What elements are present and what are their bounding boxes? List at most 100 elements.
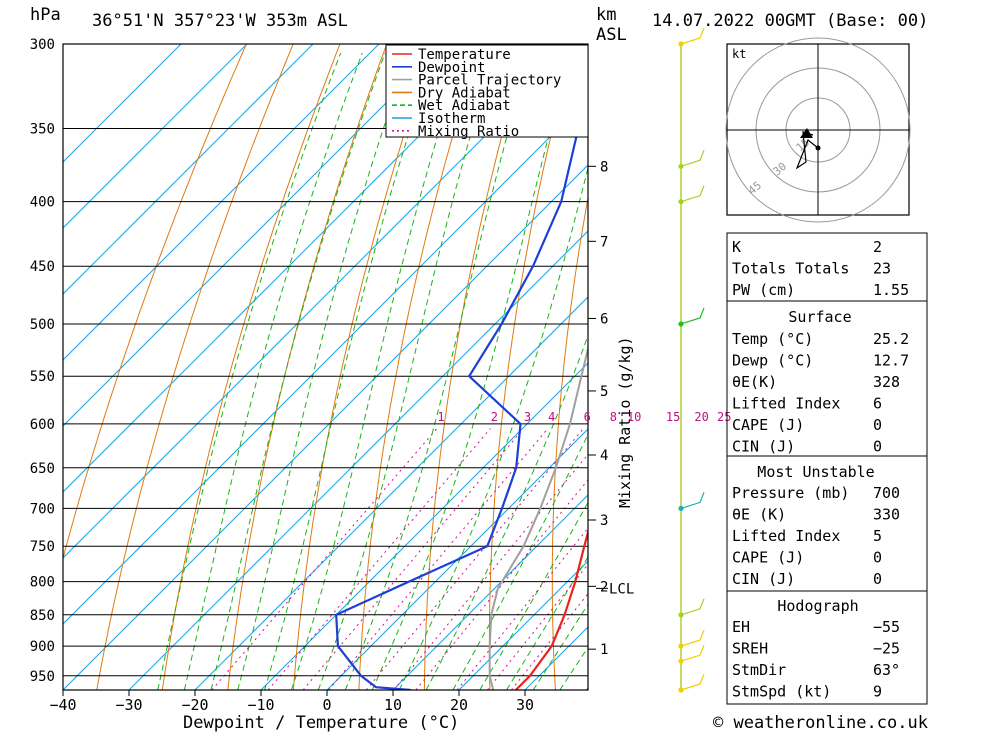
- x-tick-label: 30: [516, 696, 534, 714]
- wind-barb: [681, 645, 704, 661]
- pressure-tick-label: 900: [30, 639, 55, 655]
- mixing-ratio-label: 25: [717, 410, 731, 424]
- mixing-ratio-label: 4: [548, 410, 555, 424]
- index-value: −25: [873, 640, 900, 658]
- km-tick-label: 1: [600, 642, 608, 658]
- wind-barb: [681, 150, 704, 166]
- wind-barb: [681, 308, 704, 324]
- index-label: θE (K): [732, 506, 786, 524]
- hodograph-origin-point: [816, 146, 821, 151]
- isotherm-line: [0, 44, 181, 690]
- wet-adiabat: [291, 53, 463, 690]
- index-label: CAPE (J): [732, 416, 804, 434]
- wet-adiabat: [426, 53, 671, 690]
- isotherm-line: [0, 44, 247, 690]
- index-label: Lifted Index: [732, 395, 840, 413]
- wet-adiabat: [211, 53, 385, 690]
- mixing-ratio-label: 2: [491, 410, 498, 424]
- index-value: 0: [873, 438, 882, 456]
- km-tick-label: 2: [600, 579, 608, 595]
- wet-adiabat: [453, 53, 733, 690]
- index-value: 25.2: [873, 330, 909, 348]
- index-label: StmDir: [732, 661, 786, 679]
- mixing-ratio-label: 6: [584, 410, 591, 424]
- index-label: Lifted Index: [732, 527, 840, 545]
- pressure-tick-label: 550: [30, 369, 55, 385]
- pressure-tick-label: 300: [30, 37, 55, 53]
- index-label: Temp (°C): [732, 330, 813, 348]
- dry-adiabat: [97, 44, 293, 690]
- km-tick-label: 7: [600, 234, 608, 250]
- index-value: 5: [873, 527, 882, 545]
- index-label: CIN (J): [732, 570, 795, 588]
- isotherm-line: [0, 44, 313, 690]
- index-label: Dewp (°C): [732, 352, 813, 370]
- x-tick-label: −30: [115, 696, 142, 714]
- index-value: 1.55: [873, 281, 909, 299]
- isotherm-line: [0, 44, 511, 690]
- km-tick-label: 3: [600, 513, 608, 529]
- x-tick-label: −10: [247, 696, 274, 714]
- asl-unit-label: ASL: [596, 25, 627, 45]
- mixing-ratio-label: 20: [694, 410, 708, 424]
- x-tick-label: 10: [384, 696, 402, 714]
- index-label: θE(K): [732, 373, 777, 391]
- index-label: Pressure (mb): [732, 484, 849, 502]
- pressure-tick-label: 400: [30, 195, 55, 211]
- most-unstable-title: Most Unstable: [757, 463, 874, 481]
- km-tick-label: 4: [600, 448, 608, 464]
- mixing-ratio-axis-label: Mixing Ratio (g/kg): [616, 336, 634, 508]
- index-label: K: [732, 238, 741, 256]
- dry-adiabat: [162, 44, 340, 690]
- index-label: CIN (J): [732, 438, 795, 456]
- index-value: 63°: [873, 661, 900, 679]
- mixing-ratio-label: 1: [437, 410, 444, 424]
- sounding-series: [336, 44, 752, 690]
- datetime-title: 14.07.2022 00GMT (Base: 00): [652, 11, 928, 31]
- legend-label: Mixing Ratio: [418, 124, 519, 140]
- hodograph-unit: kt: [732, 47, 746, 61]
- surface-title: Surface: [788, 308, 851, 326]
- index-value: 0: [873, 570, 882, 588]
- isotherm-line: [0, 44, 445, 690]
- index-label: Totals Totals: [732, 260, 849, 278]
- pressure-tick-label: 850: [30, 608, 55, 624]
- pressure-unit-label: hPa: [30, 5, 61, 25]
- dry-adiabat: [943, 44, 1000, 690]
- dry-adiabat: [993, 44, 1000, 690]
- index-value: 12.7: [873, 352, 909, 370]
- wet-adiabat: [238, 53, 410, 690]
- pressure-tick-label: 650: [30, 461, 55, 477]
- index-value: 23: [873, 260, 891, 278]
- index-value: 6: [873, 395, 882, 413]
- index-label: SREH: [732, 640, 768, 658]
- pressure-tick-label: 700: [30, 501, 55, 517]
- x-axis-label: Dewpoint / Temperature (°C): [183, 713, 459, 733]
- x-tick-label: 0: [322, 696, 331, 714]
- dry-adiabat: [672, 44, 714, 690]
- location-title: 36°51'N 357°23'W 353m ASL: [92, 11, 348, 31]
- pressure-tick-label: 450: [30, 259, 55, 275]
- pressure-tick-label: 600: [30, 417, 55, 433]
- pressure-tick-label: 500: [30, 317, 55, 333]
- mixing-ratio-label: 15: [666, 410, 680, 424]
- km-tick-label: 6: [600, 311, 608, 327]
- pressure-tick-label: 750: [30, 539, 55, 555]
- wet-adiabat: [399, 53, 617, 690]
- index-value: 700: [873, 484, 900, 502]
- wet-adiabat: [184, 53, 362, 690]
- pressure-tick-label: 350: [30, 121, 55, 137]
- x-tick-label: 20: [450, 696, 468, 714]
- wind-profile: [678, 28, 704, 693]
- km-tick-label: 5: [600, 384, 608, 400]
- pressure-tick-label: 800: [30, 575, 55, 591]
- pressure-axis: 3003504004505005506006507007508008509009…: [30, 37, 55, 685]
- index-value: −55: [873, 618, 900, 636]
- wind-barb: [681, 630, 704, 646]
- lcl-label: LCL: [609, 581, 634, 597]
- index-value: 330: [873, 506, 900, 524]
